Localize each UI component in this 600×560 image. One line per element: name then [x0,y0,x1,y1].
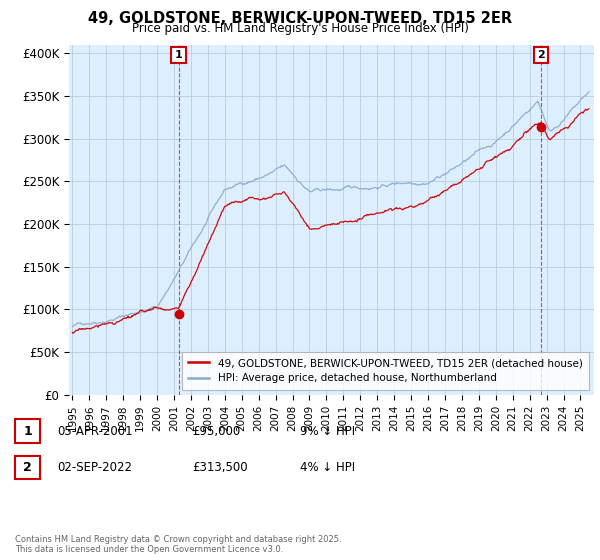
Text: 4% ↓ HPI: 4% ↓ HPI [300,461,355,474]
Text: Contains HM Land Registry data © Crown copyright and database right 2025.
This d: Contains HM Land Registry data © Crown c… [15,535,341,554]
Text: 02-SEP-2022: 02-SEP-2022 [57,461,132,474]
Text: £95,000: £95,000 [192,424,240,438]
Text: 1: 1 [175,50,182,60]
Legend: 49, GOLDSTONE, BERWICK-UPON-TWEED, TD15 2ER (detached house), HPI: Average price: 49, GOLDSTONE, BERWICK-UPON-TWEED, TD15 … [182,352,589,390]
Text: 1: 1 [23,424,32,438]
Text: £313,500: £313,500 [192,461,248,474]
Text: 05-APR-2001: 05-APR-2001 [57,424,133,438]
Text: 49, GOLDSTONE, BERWICK-UPON-TWEED, TD15 2ER: 49, GOLDSTONE, BERWICK-UPON-TWEED, TD15 … [88,11,512,26]
Text: 2: 2 [537,50,545,60]
Text: 2: 2 [23,461,32,474]
Text: Price paid vs. HM Land Registry's House Price Index (HPI): Price paid vs. HM Land Registry's House … [131,22,469,35]
Text: 9% ↓ HPI: 9% ↓ HPI [300,424,355,438]
